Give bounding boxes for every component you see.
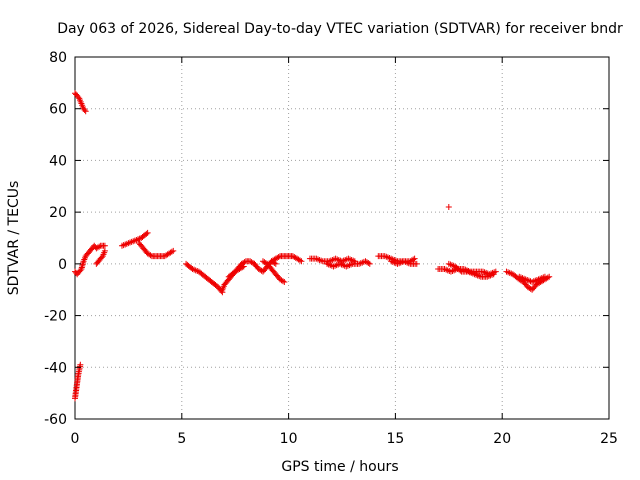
data-point	[77, 267, 84, 274]
y-tick-label: 20	[49, 205, 67, 221]
data-point	[490, 271, 497, 278]
x-axis-label: GPS time / hours	[281, 459, 398, 475]
data-point	[101, 242, 108, 249]
data-point	[168, 248, 175, 255]
data-point	[457, 267, 464, 274]
x-tick-label: 25	[600, 431, 618, 447]
y-tick-label: -40	[44, 360, 67, 376]
data-point	[101, 247, 108, 254]
data-point	[77, 361, 84, 368]
y-tick-label: 80	[49, 50, 67, 66]
data-point	[296, 257, 303, 264]
data-point	[81, 107, 88, 114]
x-tick-label: 20	[493, 431, 511, 447]
data-point	[240, 263, 247, 270]
y-axis-label: SDTVAR / TECUs	[6, 181, 22, 296]
plot-frame	[74, 56, 610, 420]
data-point	[279, 278, 286, 285]
data-point	[411, 255, 418, 262]
data-point	[298, 258, 305, 265]
data-point	[143, 230, 150, 237]
data-point	[445, 203, 452, 210]
x-tick-label: 15	[386, 431, 404, 447]
data-point	[365, 259, 372, 266]
chart-title: Day 063 of 2026, Sidereal Day-to-day VTE…	[57, 21, 623, 37]
y-tick-label: 0	[58, 257, 67, 273]
x-axis-ticks: 0 5 10 15 20 25	[71, 57, 618, 447]
data-point	[272, 260, 279, 267]
grid-lines	[75, 57, 609, 419]
x-tick-label: 10	[280, 431, 298, 447]
x-tick-label: 0	[71, 431, 80, 447]
y-axis-ticks: -60 -40 -20 0 20 40 60 80	[44, 50, 609, 428]
data-point	[239, 264, 246, 271]
data-point	[281, 278, 288, 285]
data-point	[82, 108, 89, 115]
data-point	[98, 254, 105, 261]
data-point	[170, 247, 177, 254]
data-series-sdtvar	[72, 90, 553, 402]
y-tick-label: 60	[49, 102, 67, 118]
data-point	[275, 253, 282, 260]
data-point	[218, 288, 225, 295]
data-point	[413, 260, 420, 267]
data-point	[241, 259, 248, 266]
y-tick-label: -60	[44, 412, 67, 428]
y-tick-label: 40	[49, 153, 67, 169]
y-tick-label: -20	[44, 309, 67, 325]
x-tick-label: 5	[177, 431, 186, 447]
data-point	[96, 243, 103, 250]
data-point	[366, 260, 373, 267]
data-point	[541, 273, 548, 280]
data-point	[147, 252, 154, 259]
data-point	[75, 94, 82, 101]
data-point	[144, 229, 151, 236]
